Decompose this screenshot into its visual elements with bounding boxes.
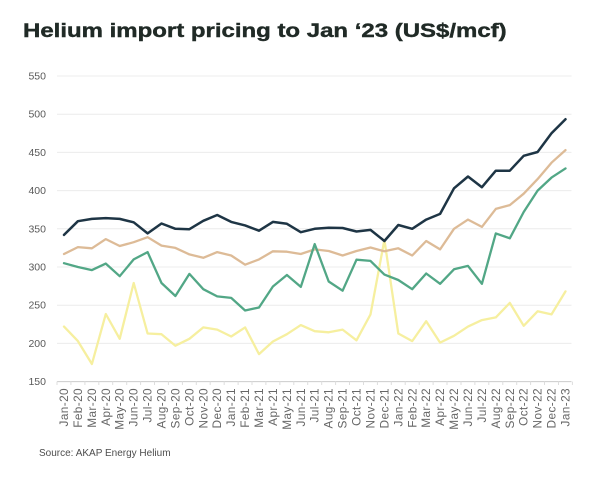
svg-text:Oct-20: Oct-20 xyxy=(182,388,196,426)
svg-text:Mar-22: Mar-22 xyxy=(419,388,433,428)
svg-text:350: 350 xyxy=(28,223,46,235)
svg-text:150: 150 xyxy=(28,376,46,388)
svg-text:Dec-20: Dec-20 xyxy=(210,388,224,428)
svg-text:Oct-22: Oct-22 xyxy=(517,388,531,426)
svg-text:Feb-21: Feb-21 xyxy=(238,388,252,428)
svg-text:Mar-20: Mar-20 xyxy=(85,388,99,428)
svg-text:400: 400 xyxy=(28,185,46,197)
svg-text:Feb-20: Feb-20 xyxy=(71,388,85,428)
svg-text:Sep-21: Sep-21 xyxy=(336,388,350,428)
svg-text:300: 300 xyxy=(28,262,46,274)
svg-text:Oct-21: Oct-21 xyxy=(350,388,364,426)
svg-text:Jan-22: Jan-22 xyxy=(391,388,405,426)
svg-text:Dec-22: Dec-22 xyxy=(545,388,559,428)
svg-text:Aug-20: Aug-20 xyxy=(155,388,169,428)
svg-text:200: 200 xyxy=(28,338,46,350)
svg-text:250: 250 xyxy=(28,300,46,312)
svg-text:Nov-20: Nov-20 xyxy=(196,388,210,428)
svg-text:Jun-22: Jun-22 xyxy=(461,388,475,426)
svg-text:Jul-20: Jul-20 xyxy=(141,388,155,423)
svg-text:May-20: May-20 xyxy=(113,388,127,430)
svg-text:Jan-20: Jan-20 xyxy=(57,388,71,427)
svg-text:Jan-21: Jan-21 xyxy=(224,388,238,426)
svg-text:Jul-22: Jul-22 xyxy=(475,388,489,423)
svg-text:500: 500 xyxy=(28,109,46,121)
svg-text:Jun-20: Jun-20 xyxy=(127,388,141,427)
svg-text:Sep-22: Sep-22 xyxy=(503,388,517,428)
svg-text:Nov-21: Nov-21 xyxy=(364,388,378,428)
svg-text:Apr-21: Apr-21 xyxy=(266,388,280,426)
svg-text:Dec-21: Dec-21 xyxy=(377,388,391,428)
svg-text:450: 450 xyxy=(28,147,46,159)
svg-text:May-21: May-21 xyxy=(280,388,294,430)
svg-text:Mar-21: Mar-21 xyxy=(252,388,266,428)
svg-text:Aug-21: Aug-21 xyxy=(322,388,336,428)
svg-text:May-22: May-22 xyxy=(447,388,461,430)
svg-text:Apr-20: Apr-20 xyxy=(99,388,113,426)
svg-text:Feb-22: Feb-22 xyxy=(405,388,419,428)
svg-text:Jan-23: Jan-23 xyxy=(559,388,573,427)
svg-text:Apr-22: Apr-22 xyxy=(433,388,447,426)
svg-text:Sep-20: Sep-20 xyxy=(168,388,182,428)
svg-text:Aug-22: Aug-22 xyxy=(489,388,503,428)
svg-text:550: 550 xyxy=(28,71,46,83)
svg-text:Nov-22: Nov-22 xyxy=(531,388,545,428)
svg-text:Jul-21: Jul-21 xyxy=(308,388,322,423)
svg-text:Jun-21: Jun-21 xyxy=(294,388,308,426)
